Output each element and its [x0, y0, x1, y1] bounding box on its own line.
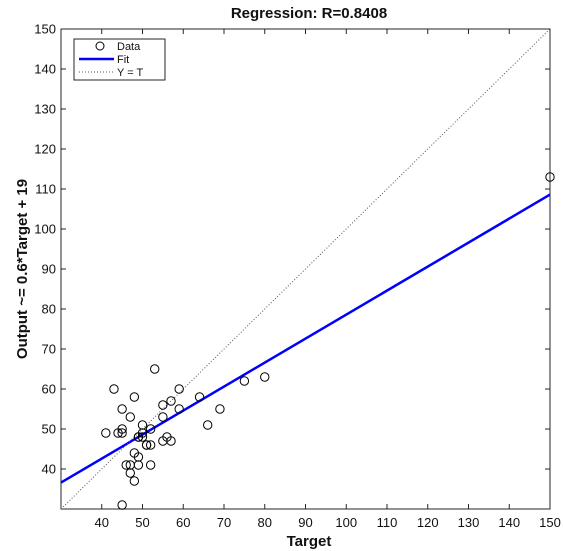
x-tick-label: 110 [377, 515, 398, 530]
data-point [137, 428, 148, 438]
x-axis-label: Target [287, 533, 332, 550]
data-point [117, 424, 127, 434]
y-tick-label: 120 [34, 142, 56, 157]
data-point [166, 436, 176, 446]
data-point [158, 412, 168, 422]
data-point [129, 392, 140, 402]
y-tick-label: 110 [35, 182, 56, 197]
data-point [194, 392, 205, 402]
x-tick-label: 120 [417, 515, 439, 530]
data-point [137, 432, 148, 442]
x-tick-label: 50 [135, 515, 149, 530]
data-point [117, 428, 127, 438]
x-tick-label: 70 [217, 515, 231, 530]
y-tick-label: 150 [34, 22, 56, 37]
data-point [133, 460, 144, 470]
data-point [125, 468, 135, 478]
x-tick-label: 90 [298, 515, 312, 530]
data-point [117, 500, 127, 510]
data-point [145, 460, 156, 470]
y-tick-label: 40 [42, 462, 56, 477]
legend-fit-label: Fit [117, 54, 129, 66]
data-point [145, 440, 156, 450]
x-tick-label: 130 [458, 515, 480, 530]
y-tick-label: 90 [42, 262, 56, 277]
data-point [145, 424, 156, 434]
y-tick-label: 70 [42, 342, 56, 357]
chart-title: Regression: R=0.8408 [231, 5, 387, 22]
data-point [545, 172, 555, 182]
y-tick-label: 60 [42, 382, 56, 397]
data-point [141, 440, 152, 450]
data-point [166, 396, 176, 406]
data-point [117, 404, 127, 414]
x-tick-label: 140 [498, 515, 520, 530]
legend-data-label: Data [117, 41, 141, 53]
data-point [215, 404, 225, 414]
x-tick-label: 40 [95, 515, 109, 530]
data-point [203, 420, 213, 430]
y-axis-label: Output ~= 0.6*Target + 19 [14, 179, 31, 359]
legend: Data Fit Y = T [73, 38, 166, 81]
x-tick-label: 60 [176, 515, 190, 530]
data-point [174, 384, 184, 394]
data-point [129, 476, 140, 486]
data-point [150, 364, 160, 374]
y-tick-label: 50 [42, 422, 56, 437]
data-point [158, 400, 168, 410]
data-point [121, 460, 131, 470]
data-point [174, 404, 184, 414]
legend-data-marker [95, 41, 105, 51]
data-point [101, 428, 111, 438]
data-point [125, 412, 135, 422]
legend-identity-label: Y = T [117, 67, 143, 79]
data-point [109, 384, 119, 394]
data-point [260, 372, 270, 382]
x-tick-label: 150 [539, 515, 561, 530]
fit-line [61, 193, 550, 484]
y-tick-label: 80 [42, 302, 56, 317]
x-tick-label: 80 [258, 515, 272, 530]
y-tick-label: 100 [34, 222, 56, 237]
data-point [239, 376, 250, 386]
x-tick-label: 100 [335, 515, 357, 530]
y-tick-label: 130 [34, 102, 56, 117]
y-tick-label: 140 [34, 62, 56, 77]
